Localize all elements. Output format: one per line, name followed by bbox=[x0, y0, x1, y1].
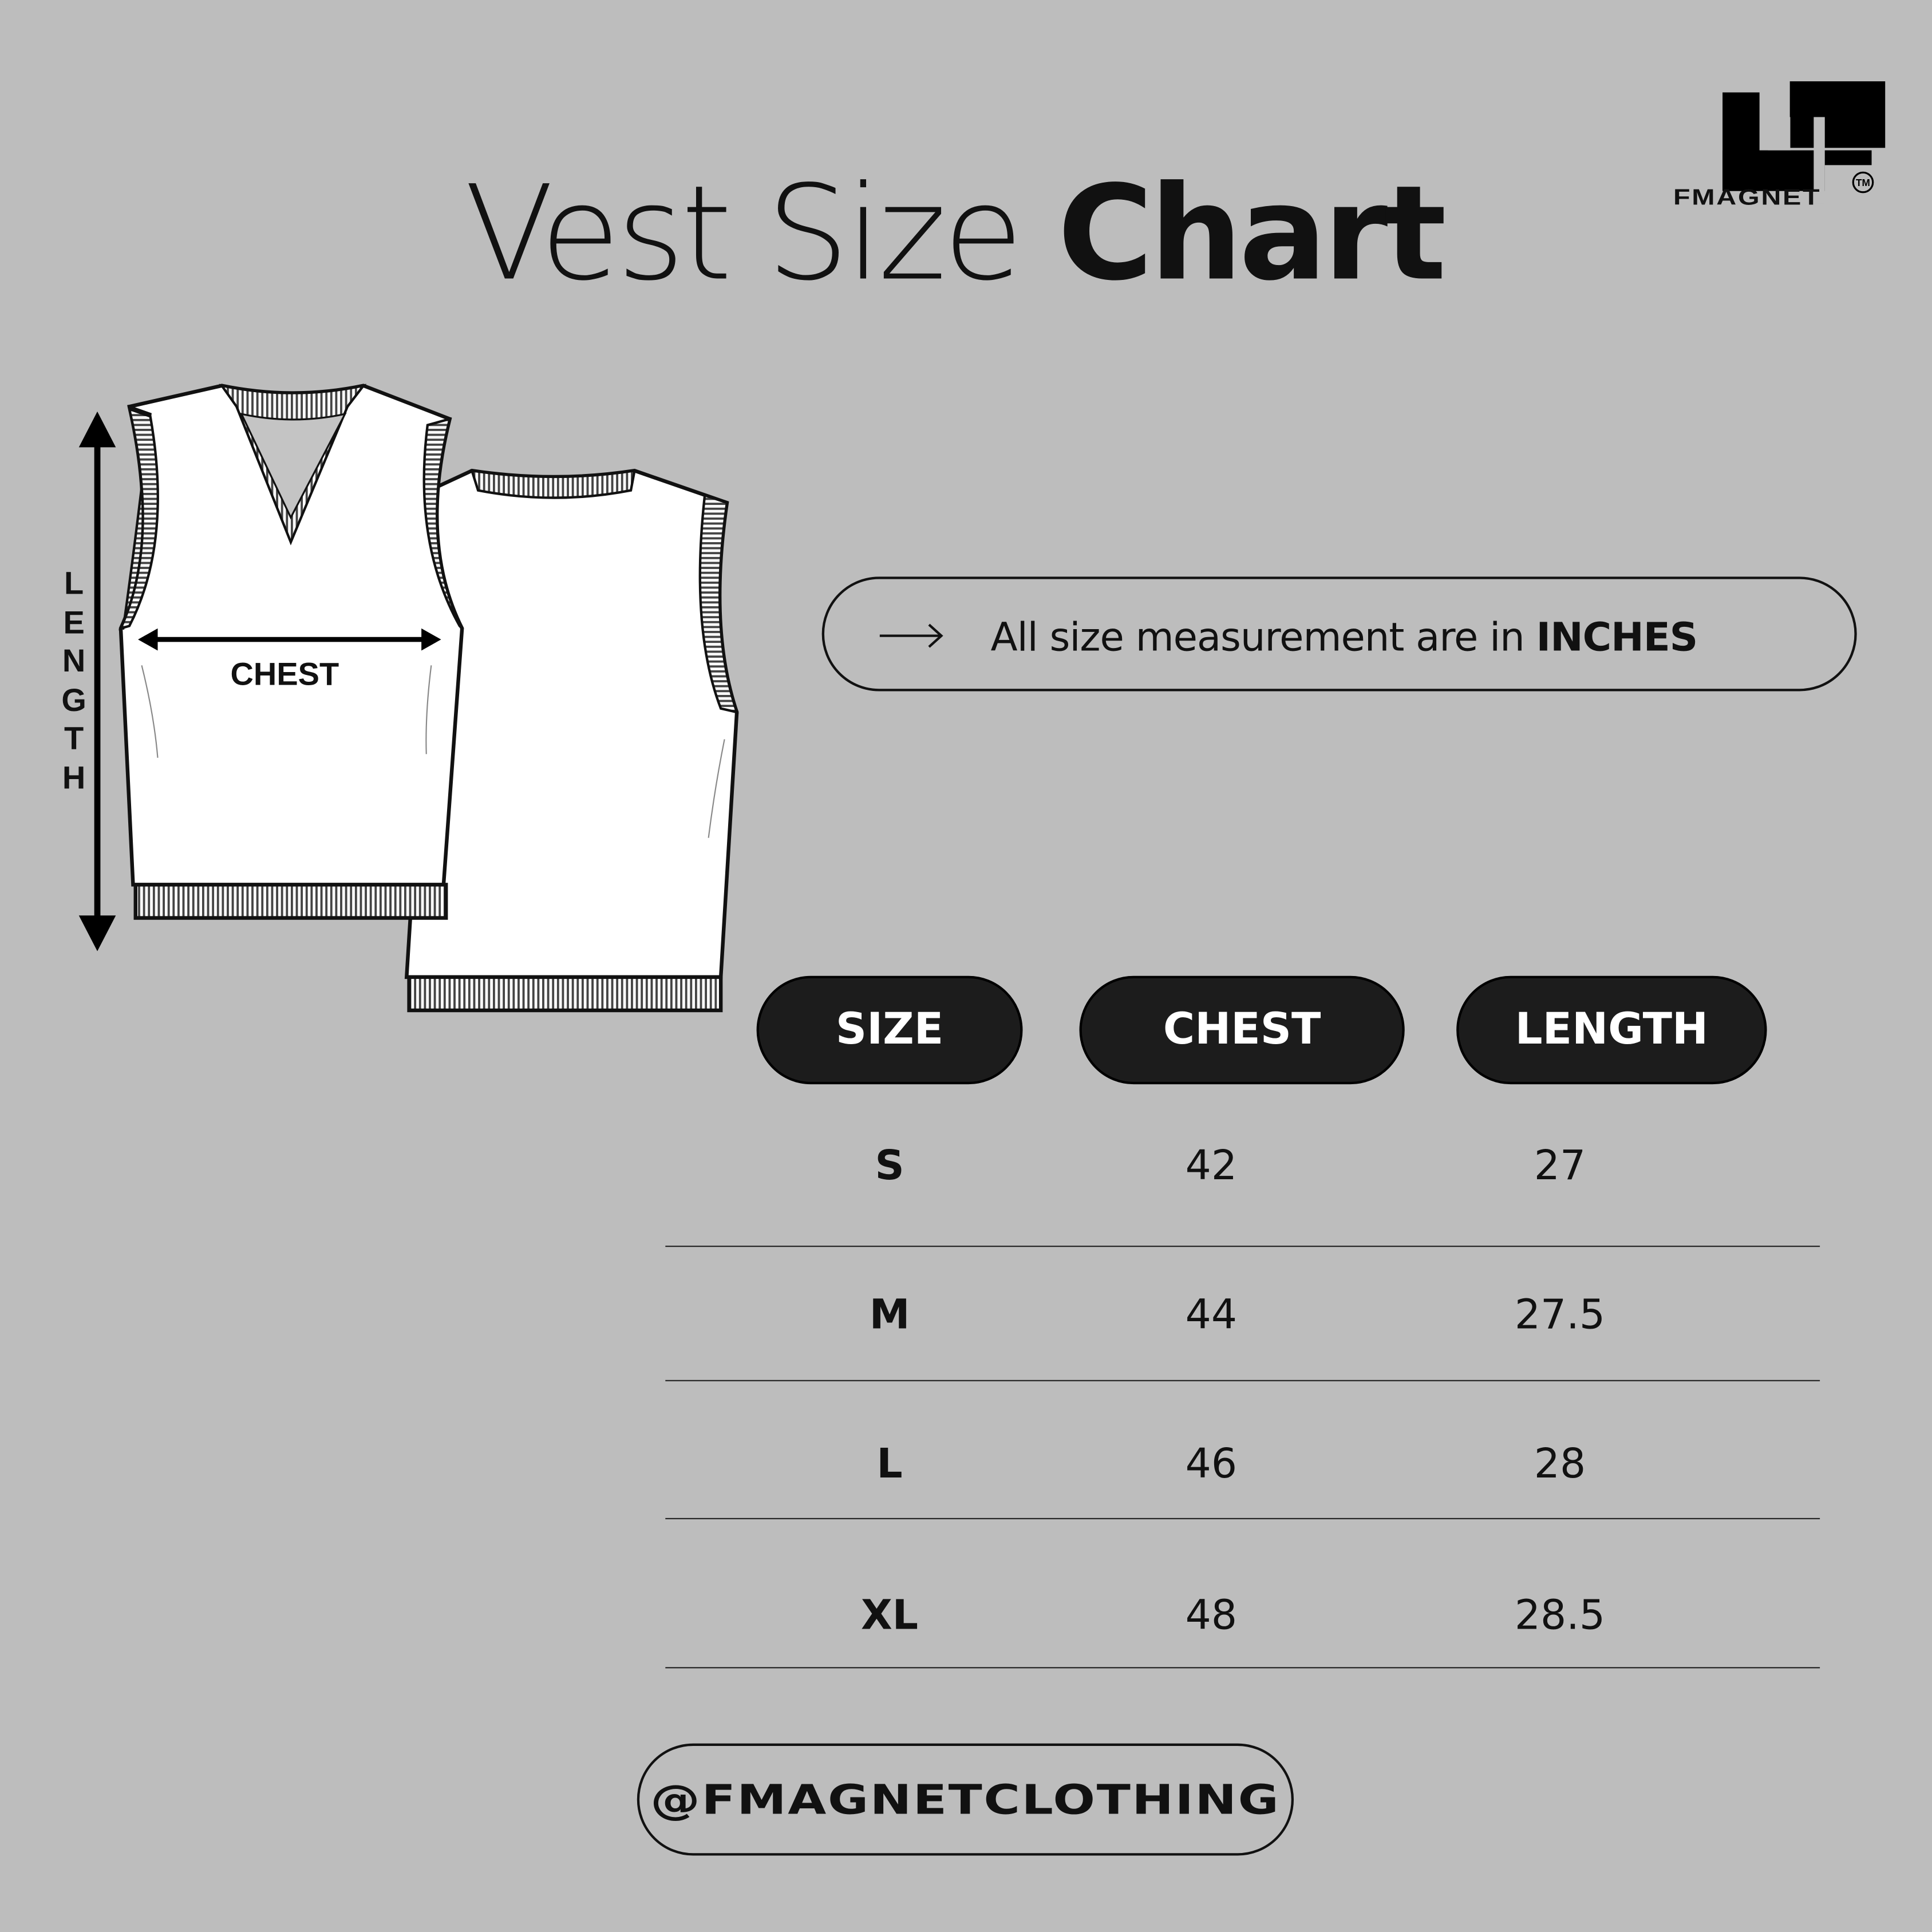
header-size: SIZE bbox=[756, 975, 1023, 1085]
cell-size: M bbox=[869, 1290, 910, 1338]
cell-chest: 48 bbox=[1185, 1590, 1238, 1639]
length-letter: H bbox=[62, 758, 86, 796]
notice-text: All size measurement are in bbox=[990, 613, 1536, 661]
row-divider bbox=[665, 1667, 1820, 1669]
vest-diagram bbox=[78, 384, 739, 1013]
title-light: Vest Size bbox=[464, 157, 1058, 310]
row-divider bbox=[665, 1518, 1820, 1519]
cell-chest: 46 bbox=[1185, 1439, 1238, 1487]
cell-length: 28 bbox=[1534, 1439, 1586, 1487]
page-title: Vest Size Chart bbox=[0, 158, 1907, 310]
length-letter: G bbox=[61, 681, 86, 718]
length-letter: E bbox=[63, 603, 85, 641]
length-letter: T bbox=[64, 720, 84, 757]
social-handle-text: @FMAGNETCLOTHING bbox=[650, 1775, 1281, 1824]
cell-length: 27 bbox=[1534, 1141, 1586, 1190]
back-vest bbox=[404, 468, 739, 1013]
title-bold: Chart bbox=[1057, 157, 1447, 310]
arrow-right-icon bbox=[879, 623, 943, 648]
cell-length: 28.5 bbox=[1514, 1590, 1606, 1639]
length-label: L E N G T H bbox=[58, 564, 90, 797]
trademark-mark: TM bbox=[1856, 177, 1870, 188]
cell-size: XL bbox=[861, 1590, 919, 1639]
front-vest bbox=[118, 384, 464, 920]
length-arrow-icon bbox=[78, 411, 116, 951]
units-notice: All size measurement are in INCHES bbox=[821, 576, 1857, 692]
fmagnet-logo-icon: TM bbox=[1722, 81, 1886, 204]
notice-unit: INCHES bbox=[1536, 613, 1698, 661]
cell-size: L bbox=[876, 1439, 903, 1487]
header-length: LENGTH bbox=[1456, 975, 1767, 1085]
row-divider bbox=[665, 1380, 1820, 1381]
header-chest: CHEST bbox=[1079, 975, 1405, 1085]
row-divider bbox=[665, 1246, 1820, 1247]
cell-chest: 44 bbox=[1185, 1290, 1238, 1338]
length-letter: L bbox=[64, 564, 84, 602]
chest-label: CHEST bbox=[230, 655, 339, 693]
length-letter: N bbox=[62, 642, 86, 679]
cell-chest: 42 bbox=[1185, 1141, 1238, 1190]
brand-name: FMAGNET bbox=[1673, 184, 1822, 210]
chest-arrow-icon bbox=[138, 628, 441, 651]
cell-size: S bbox=[875, 1141, 904, 1190]
cell-length: 27.5 bbox=[1514, 1290, 1606, 1338]
units-notice-text: All size measurement are in INCHES bbox=[991, 614, 1698, 661]
social-handle: @FMAGNETCLOTHING bbox=[637, 1743, 1294, 1856]
